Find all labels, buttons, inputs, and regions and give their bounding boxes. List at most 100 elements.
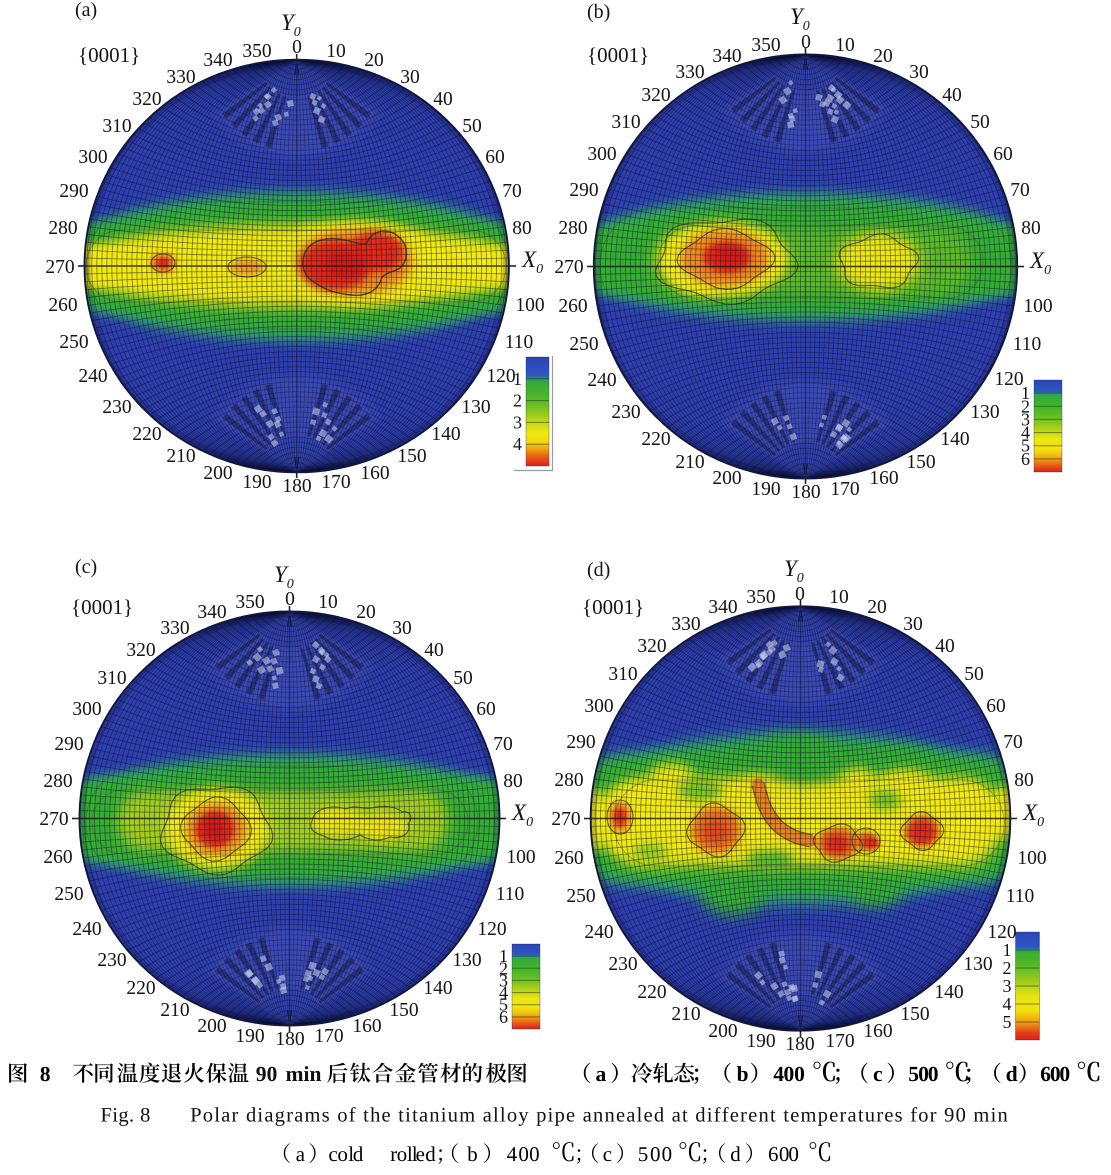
svg-text:100: 100 xyxy=(1017,848,1046,869)
svg-text:230: 230 xyxy=(97,950,126,971)
svg-text:(b): (b) xyxy=(587,1,610,23)
svg-text:190: 190 xyxy=(746,1031,775,1052)
svg-text:240: 240 xyxy=(584,922,613,943)
svg-text:210: 210 xyxy=(160,1000,189,1021)
svg-text:110: 110 xyxy=(1006,886,1035,907)
svg-text:270: 270 xyxy=(551,809,580,830)
svg-text:180: 180 xyxy=(275,1029,304,1050)
svg-text:5: 5 xyxy=(1003,1012,1012,1032)
svg-text:110: 110 xyxy=(505,332,534,353)
svg-text:100: 100 xyxy=(1023,296,1052,317)
svg-text:160: 160 xyxy=(360,463,389,484)
svg-text:320: 320 xyxy=(126,640,155,661)
svg-text:1: 1 xyxy=(1021,383,1030,403)
svg-text:6: 6 xyxy=(1021,449,1030,469)
svg-text:220: 220 xyxy=(132,424,161,445)
svg-text:230: 230 xyxy=(611,402,640,423)
svg-text:80: 80 xyxy=(1014,770,1034,791)
svg-text:220: 220 xyxy=(641,429,670,450)
svg-text:290: 290 xyxy=(569,180,598,201)
svg-text:2: 2 xyxy=(499,958,508,978)
svg-text:140: 140 xyxy=(940,429,969,450)
svg-text:290: 290 xyxy=(566,732,595,753)
svg-text:2: 2 xyxy=(513,391,522,411)
svg-text:3: 3 xyxy=(1003,976,1012,996)
svg-text:110: 110 xyxy=(496,884,525,905)
svg-text:2: 2 xyxy=(1003,958,1012,978)
svg-text:270: 270 xyxy=(45,257,74,278)
svg-text:160: 160 xyxy=(869,468,898,489)
svg-text:130: 130 xyxy=(461,397,490,418)
svg-text:10: 10 xyxy=(829,587,849,608)
svg-text:80: 80 xyxy=(503,771,523,792)
svg-text:70: 70 xyxy=(1003,732,1023,753)
svg-text:70: 70 xyxy=(1010,180,1030,201)
svg-text:1: 1 xyxy=(513,369,522,389)
svg-text:340: 340 xyxy=(203,50,232,71)
svg-text:330: 330 xyxy=(671,614,700,635)
svg-text:240: 240 xyxy=(72,919,101,940)
svg-text:180: 180 xyxy=(791,482,820,503)
svg-text:3: 3 xyxy=(513,412,522,432)
svg-text:220: 220 xyxy=(126,978,155,999)
svg-text:110: 110 xyxy=(1013,334,1042,355)
svg-text:20: 20 xyxy=(867,597,887,618)
svg-text:160: 160 xyxy=(352,1016,381,1037)
svg-text:310: 310 xyxy=(611,112,640,133)
svg-text:340: 340 xyxy=(712,46,741,67)
svg-text:80: 80 xyxy=(512,218,532,239)
svg-text:0: 0 xyxy=(285,589,295,610)
svg-text:130: 130 xyxy=(452,950,481,971)
svg-text:190: 190 xyxy=(235,1026,264,1047)
svg-text:200: 200 xyxy=(197,1016,226,1037)
svg-text:150: 150 xyxy=(397,446,426,467)
svg-text:330: 330 xyxy=(166,67,195,88)
svg-text:20: 20 xyxy=(364,50,384,71)
svg-text:4: 4 xyxy=(1003,994,1012,1014)
svg-text:250: 250 xyxy=(54,884,83,905)
svg-text:(d): (d) xyxy=(587,559,610,581)
svg-text:4: 4 xyxy=(1021,423,1030,443)
svg-text:10: 10 xyxy=(835,35,855,56)
svg-text:170: 170 xyxy=(321,472,350,493)
svg-text:350: 350 xyxy=(746,587,775,608)
svg-text:260: 260 xyxy=(554,848,583,869)
svg-text:300: 300 xyxy=(587,144,616,165)
svg-text:6: 6 xyxy=(499,1007,508,1027)
svg-text:50: 50 xyxy=(964,664,984,685)
svg-text:1: 1 xyxy=(499,946,508,966)
svg-text:200: 200 xyxy=(712,468,741,489)
svg-text:190: 190 xyxy=(242,472,271,493)
svg-text:140: 140 xyxy=(431,424,460,445)
svg-text:80: 80 xyxy=(1021,218,1041,239)
svg-text:290: 290 xyxy=(54,734,83,755)
svg-text:350: 350 xyxy=(235,592,264,613)
svg-text:250: 250 xyxy=(566,886,595,907)
svg-text:70: 70 xyxy=(493,734,513,755)
svg-text:120: 120 xyxy=(994,369,1023,390)
svg-text:150: 150 xyxy=(900,1004,929,1025)
svg-text:290: 290 xyxy=(59,181,88,202)
svg-text:5: 5 xyxy=(1021,436,1030,456)
svg-text:260: 260 xyxy=(48,295,77,316)
svg-text:240: 240 xyxy=(78,366,107,387)
svg-text:40: 40 xyxy=(433,89,453,110)
svg-text:170: 170 xyxy=(830,479,859,500)
svg-text:240: 240 xyxy=(587,370,616,391)
svg-text:120: 120 xyxy=(477,919,506,940)
svg-text:180: 180 xyxy=(785,1034,814,1055)
svg-text:300: 300 xyxy=(78,147,107,168)
svg-text:300: 300 xyxy=(584,696,613,717)
svg-text:40: 40 xyxy=(942,85,962,106)
svg-text:0: 0 xyxy=(795,584,805,605)
svg-text:280: 280 xyxy=(48,218,77,239)
svg-text:160: 160 xyxy=(863,1021,892,1042)
svg-text:280: 280 xyxy=(43,771,72,792)
svg-text:120: 120 xyxy=(987,922,1016,943)
svg-text:270: 270 xyxy=(554,257,583,278)
svg-text:40: 40 xyxy=(935,636,955,657)
svg-text:10: 10 xyxy=(318,592,338,613)
svg-text:310: 310 xyxy=(97,668,126,689)
svg-text:60: 60 xyxy=(476,699,496,720)
svg-text:0: 0 xyxy=(292,37,302,58)
